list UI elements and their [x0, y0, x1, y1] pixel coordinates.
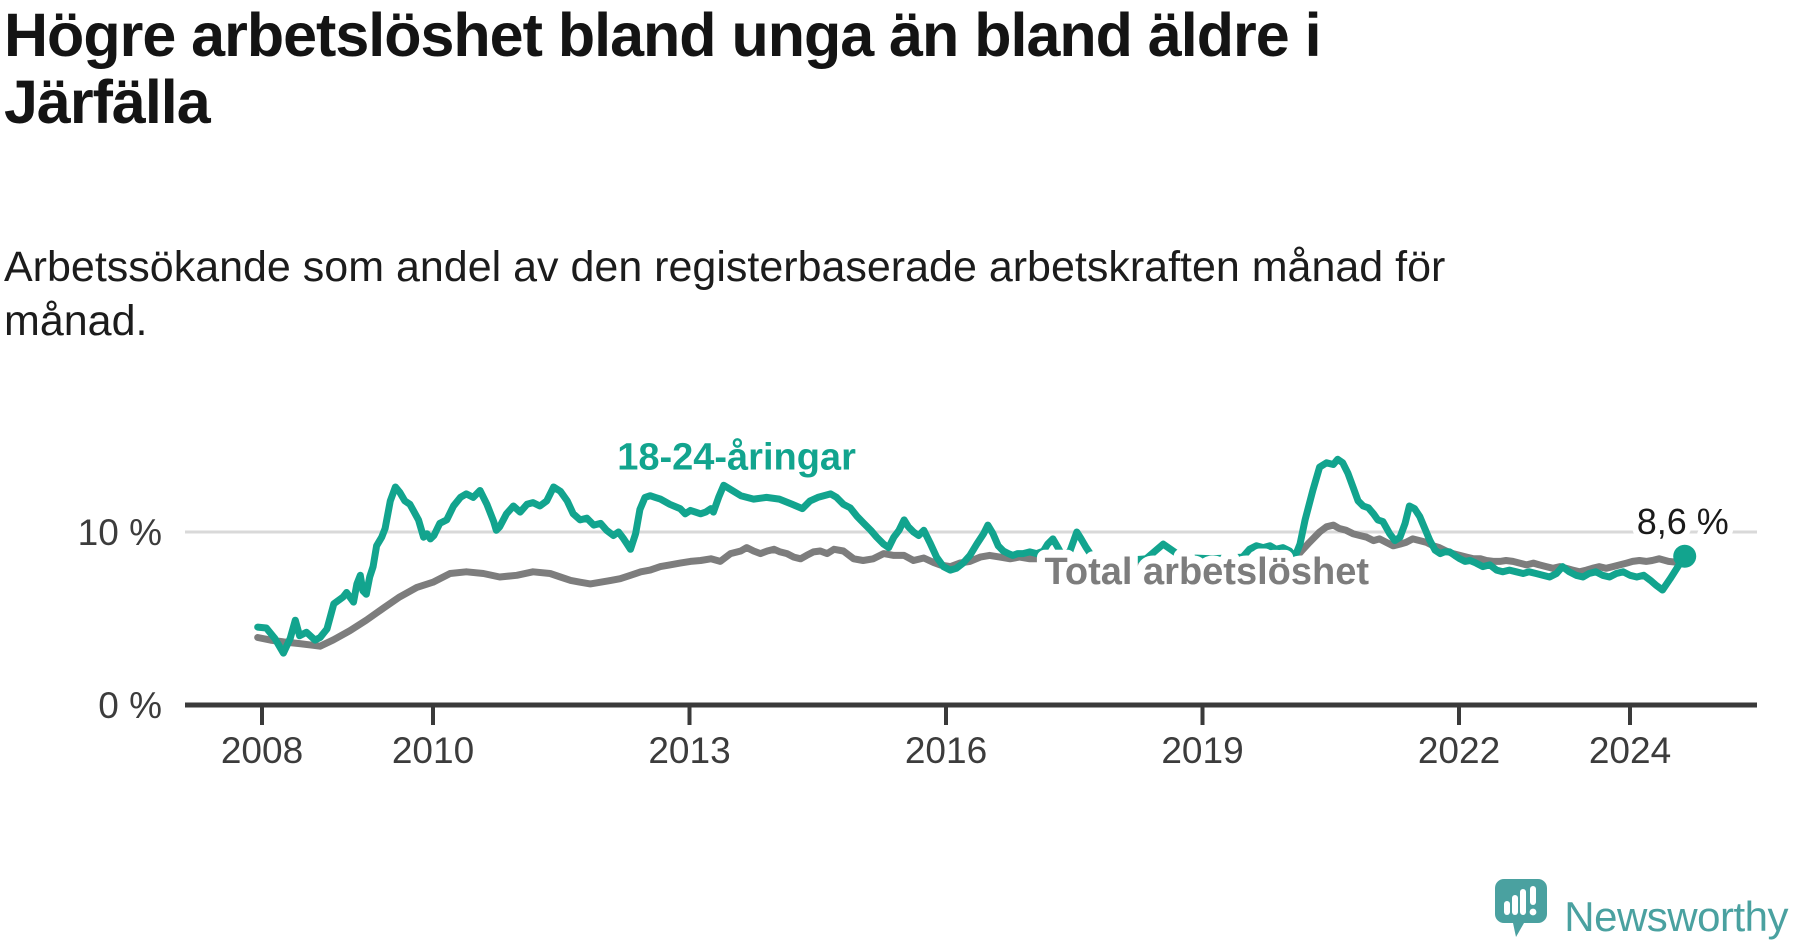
chart-subtitle-line-1: Arbetssökande som andel av den registerb… — [4, 243, 1446, 291]
y-axis-label-10: 10 % — [78, 512, 162, 553]
x-axis-tick-label-2013: 2013 — [648, 730, 730, 771]
latest-value-dot — [1673, 544, 1697, 568]
y-axis-label-0: 0 % — [98, 685, 162, 726]
series-line-total — [254, 521, 1689, 650]
newsworthy-logo-text: Newsworthy — [1564, 893, 1788, 940]
series-label-youth: 18-24-åringar — [617, 437, 856, 479]
series-label-total: Total arbetslöshet — [1045, 551, 1370, 593]
bar-icon-2 — [1512, 895, 1519, 915]
x-axis-tick-label-2010: 2010 — [392, 730, 474, 771]
x-axis-tick-label-2024: 2024 — [1589, 730, 1671, 771]
x-axis-tick-label-2016: 2016 — [905, 730, 987, 771]
chart-subtitle-line-2: månad. — [4, 297, 148, 345]
x-axis-tick-label-2008: 2008 — [221, 730, 303, 771]
newsworthy-logo: Newsworthy — [1494, 878, 1788, 940]
x-axis-tick-label-2022: 2022 — [1418, 730, 1500, 771]
bar-icon-3 — [1520, 889, 1527, 915]
newsworthy-logo-icon — [1495, 879, 1548, 937]
page-title-line-1: Högre arbetslöshet bland unga än bland ä… — [4, 1, 1322, 69]
exclamation-icon-stem — [1530, 886, 1537, 905]
x-axis-tick-label-2019: 2019 — [1161, 730, 1243, 771]
latest-value-annotation: 8,6 % — [1637, 501, 1729, 542]
bar-icon-1 — [1504, 901, 1511, 915]
exclamation-icon-dot — [1529, 908, 1537, 916]
page-title-line-2: Järfälla — [4, 68, 211, 136]
series-line-youth — [254, 455, 1689, 657]
page-title: Högre arbetslöshet bland unga än bland ä… — [4, 1, 1322, 136]
chart-subtitle: Arbetssökande som andel av den registerb… — [4, 240, 1445, 348]
